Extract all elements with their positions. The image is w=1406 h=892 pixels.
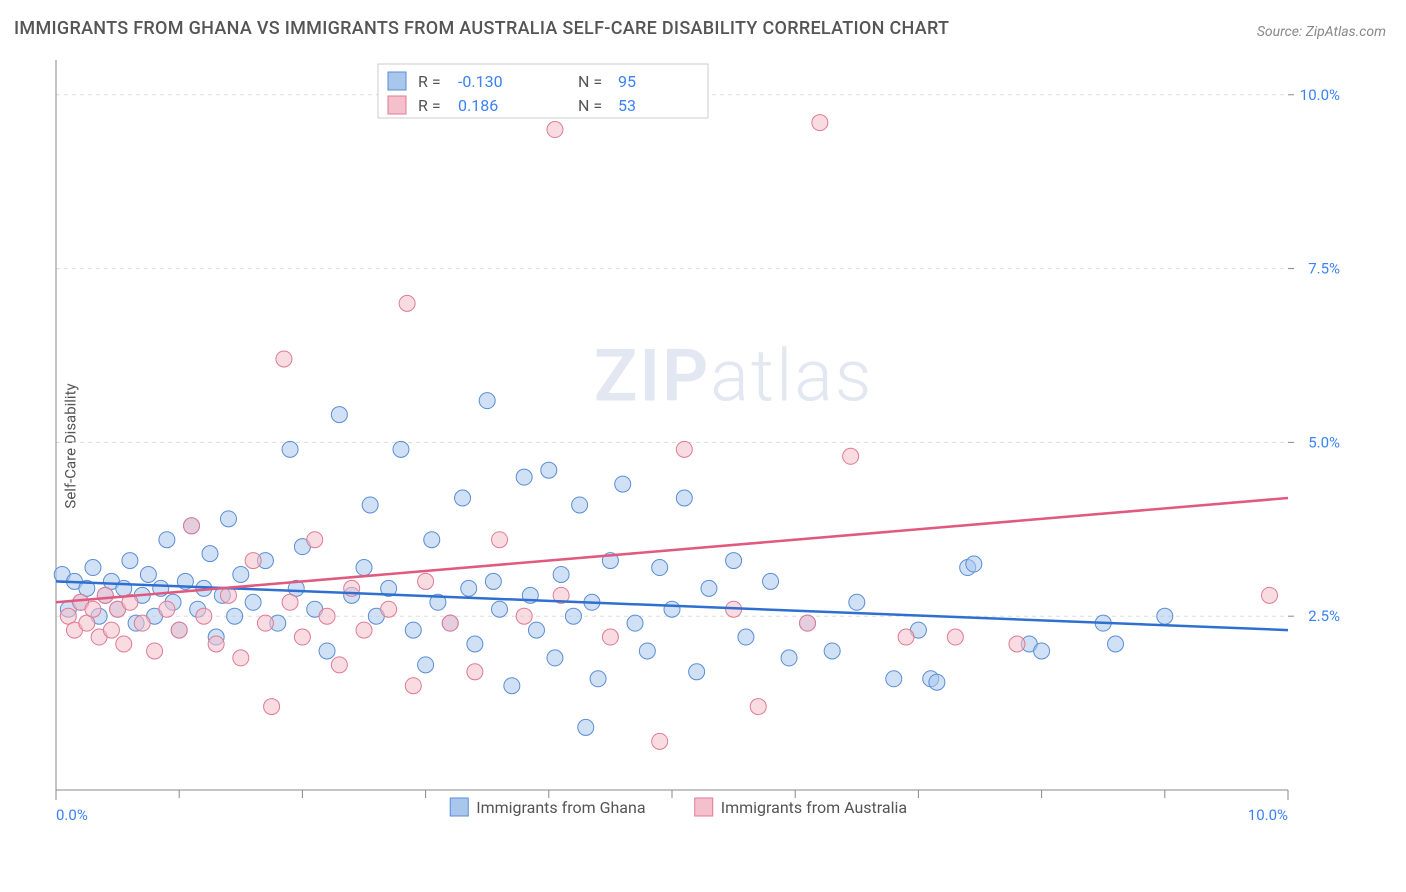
svg-text:2.5%: 2.5% bbox=[1308, 607, 1340, 625]
svg-text:10.0%: 10.0% bbox=[1300, 86, 1340, 104]
scatter-chart: ZIPatlas R = -0.130 N = 95 R = 0.186 N = 53 Im… bbox=[48, 60, 1348, 830]
svg-text:7.5%: 7.5% bbox=[1308, 260, 1340, 278]
svg-text:R =: R = bbox=[418, 96, 441, 115]
svg-text:0.186: 0.186 bbox=[458, 96, 498, 115]
series-legend: Immigrants from Ghana Immigrants from Aus… bbox=[450, 798, 907, 817]
svg-text:Immigrants from Australia: Immigrants from Australia bbox=[721, 798, 907, 817]
axes bbox=[56, 60, 1294, 800]
svg-text:-0.130: -0.130 bbox=[458, 72, 503, 91]
svg-text:R =: R = bbox=[418, 72, 441, 91]
source-attribution: Source: ZipAtlas.com bbox=[1257, 24, 1386, 40]
chart-title: IMMIGRANTS FROM GHANA VS IMMIGRANTS FROM… bbox=[14, 18, 949, 39]
svg-text:10.0%: 10.0% bbox=[1248, 806, 1288, 824]
svg-text:0.0%: 0.0% bbox=[56, 806, 88, 824]
svg-text:Immigrants from Ghana: Immigrants from Ghana bbox=[476, 798, 645, 817]
correlation-legend: R = -0.130 N = 95 R = 0.186 N = 53 bbox=[378, 64, 708, 118]
svg-text:53: 53 bbox=[618, 96, 636, 115]
svg-text:N =: N = bbox=[578, 72, 602, 91]
svg-text:95: 95 bbox=[618, 72, 636, 91]
svg-text:5.0%: 5.0% bbox=[1308, 433, 1340, 451]
svg-text:ZIPatlas: ZIPatlas bbox=[594, 334, 874, 419]
watermark: ZIPatlas bbox=[594, 334, 874, 419]
tick-labels: 0.0% 10.0% 2.5% 5.0% 7.5% 10.0% bbox=[56, 86, 1340, 824]
svg-text:N =: N = bbox=[578, 96, 602, 115]
scatter-points bbox=[54, 115, 1277, 750]
